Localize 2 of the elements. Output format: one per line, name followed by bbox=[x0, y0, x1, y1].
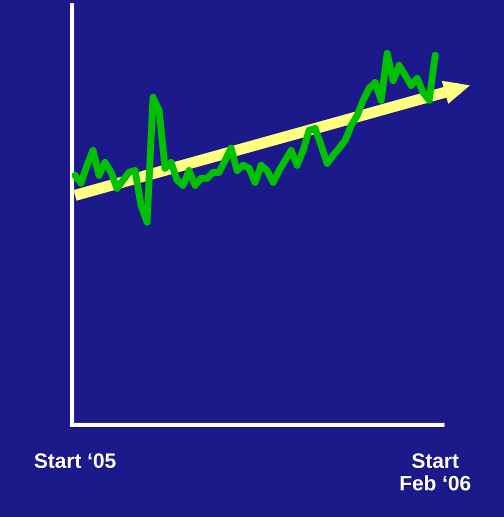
x-tick-label: Start Feb ‘06 bbox=[400, 453, 470, 490]
x-tick-label: Start ‘05 bbox=[34, 453, 116, 468]
